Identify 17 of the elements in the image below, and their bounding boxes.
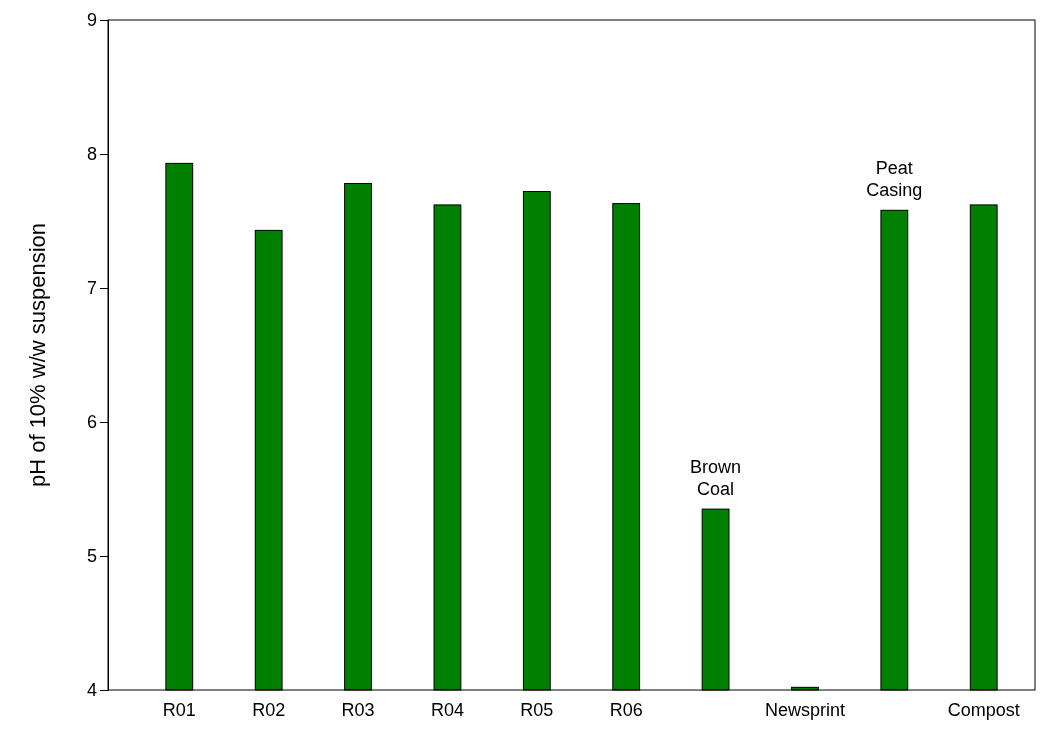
y-tick-label: 9	[86, 10, 97, 31]
y-tick-label: 4	[86, 680, 97, 701]
y-tick-label: 6	[86, 412, 97, 433]
x-tick-label: R03	[341, 700, 375, 721]
y-tick-label: 8	[86, 144, 97, 165]
x-tick-label: Compost	[947, 700, 1020, 721]
y-tick-label: 5	[86, 546, 97, 567]
x-tick-label: R01	[162, 700, 196, 721]
x-tick-label: Newsprint	[764, 700, 845, 721]
x-tick-label: R06	[609, 700, 643, 721]
annotation: Peat Casing	[866, 158, 923, 201]
y-axis-title: pH of 10% w/w suspension	[25, 222, 50, 488]
annotation: Brown Coal	[690, 457, 742, 500]
x-tick-label: R05	[520, 700, 554, 721]
y-tick-label: 7	[86, 278, 97, 299]
x-tick-label: R04	[430, 700, 464, 721]
x-tick-label: R02	[252, 700, 286, 721]
